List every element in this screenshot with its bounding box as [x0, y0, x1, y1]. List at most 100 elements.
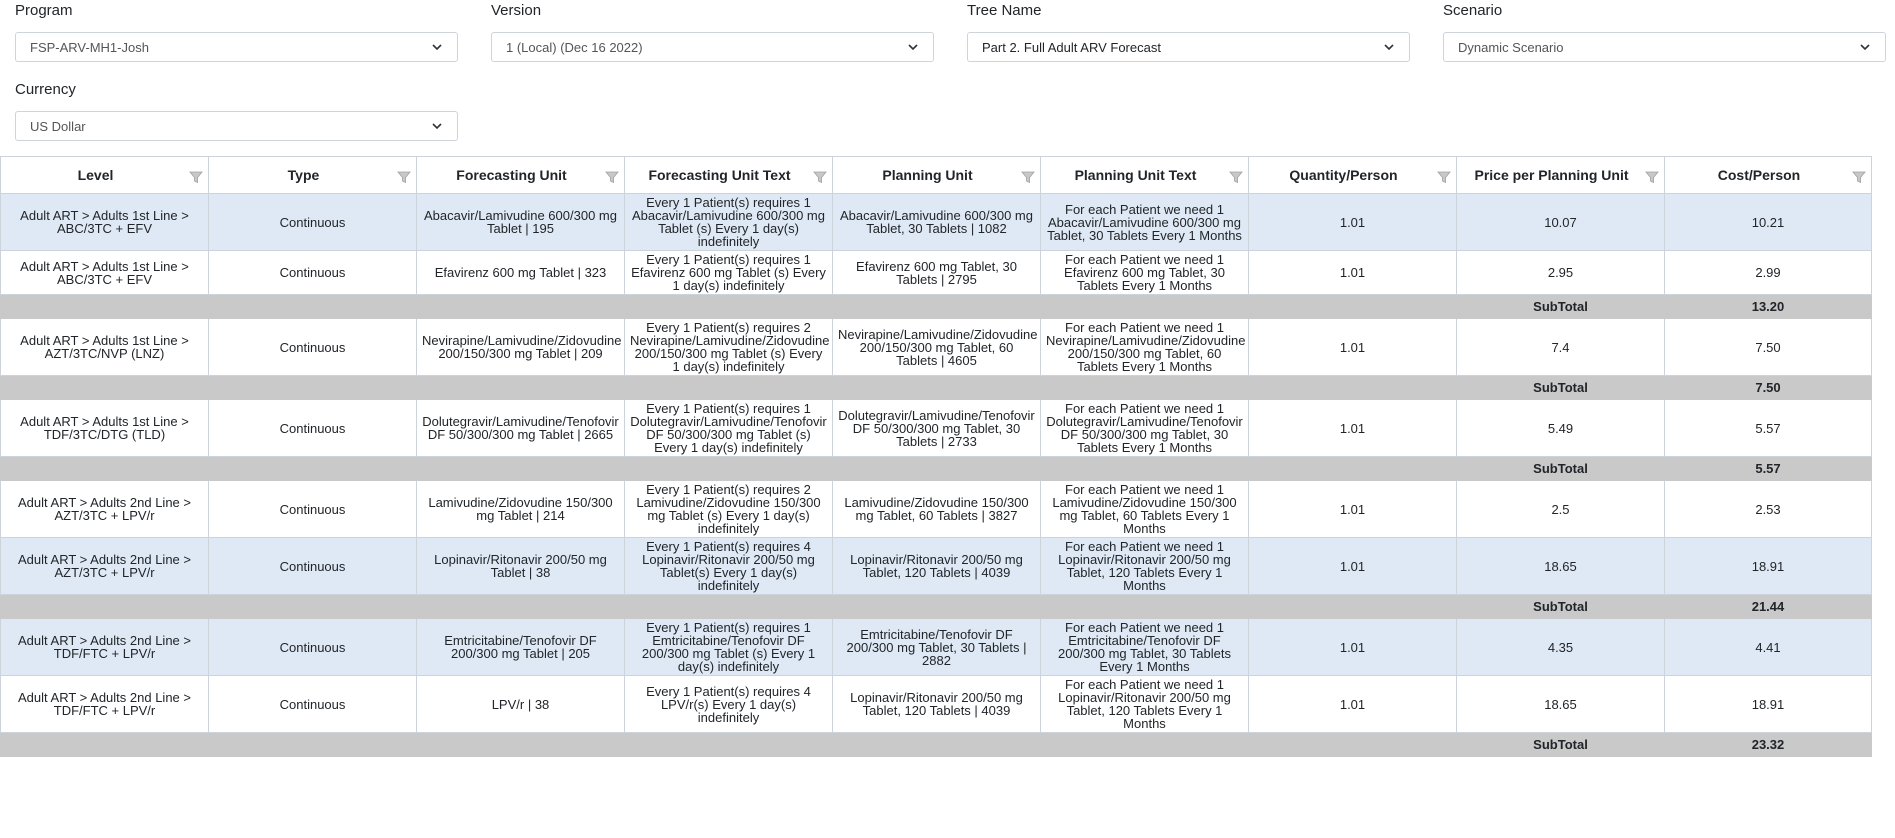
- tree-select[interactable]: Part 2. Full Adult ARV Forecast: [967, 32, 1410, 62]
- planning-unit-cell: Abacavir/Lamivudine 600/300 mg Tablet, 3…: [832, 193, 1041, 251]
- subtotal-value: 23.32: [1664, 732, 1872, 757]
- forecasting-unit-cell: Nevirapine/Lamivudine/Zidovudine 200/150…: [416, 318, 625, 376]
- subtotal-empty-cell: [1040, 594, 1249, 619]
- column-header-type[interactable]: Type: [208, 156, 417, 194]
- filter-icon[interactable]: [1852, 170, 1866, 184]
- column-header-level[interactable]: Level: [0, 156, 209, 194]
- level-cell: Adult ART > Adults 2nd Line > TDF/FTC + …: [0, 675, 209, 733]
- forecasting-unit-cell: Emtricitabine/Tenofovir DF 200/300 mg Ta…: [416, 618, 625, 676]
- subtotal-empty-cell: [416, 456, 625, 481]
- table-row: Adult ART > Adults 2nd Line > TDF/FTC + …: [0, 618, 1872, 676]
- column-header-forecasting-unit-text[interactable]: Forecasting Unit Text: [624, 156, 833, 194]
- quantity-cell: 1.01: [1248, 480, 1457, 538]
- chevron-down-icon: [431, 41, 443, 53]
- tree-value: Part 2. Full Adult ARV Forecast: [982, 39, 1161, 55]
- subtotal-label: SubTotal: [1456, 294, 1665, 319]
- column-header-planning-unit[interactable]: Planning Unit: [832, 156, 1041, 194]
- subtotal-empty-cell: [624, 456, 833, 481]
- cost-cell: 18.91: [1664, 675, 1872, 733]
- table-header-row: Level Type Forecasting Unit Forecasting Uni…: [0, 156, 1872, 194]
- filter-icon[interactable]: [1437, 170, 1451, 184]
- planning-unit-cell: Dolutegravir/Lamivudine/Tenofovir DF 50/…: [832, 399, 1041, 457]
- forecasting-unit-text-cell: Every 1 Patient(s) requires 1 Emtricitab…: [624, 618, 833, 676]
- filter-icon[interactable]: [605, 170, 619, 184]
- column-header-label: Planning Unit Text: [1074, 167, 1197, 183]
- filter-icon[interactable]: [1645, 170, 1659, 184]
- scenario-value: Dynamic Scenario: [1458, 39, 1564, 55]
- scenario-select[interactable]: Dynamic Scenario: [1443, 32, 1886, 62]
- subtotal-row: SubTotal 13.20: [0, 294, 1872, 319]
- quantity-cell: 1.01: [1248, 399, 1457, 457]
- tree-label: Tree Name: [967, 2, 1042, 19]
- planning-unit-text-cell: For each Patient we need 1 Lamivudine/Zi…: [1040, 480, 1249, 538]
- subtotal-empty-cell: [1248, 732, 1457, 757]
- planning-unit-cell: Lopinavir/Ritonavir 200/50 mg Tablet, 12…: [832, 675, 1041, 733]
- column-header-price-per-planning-unit[interactable]: Price per Planning Unit: [1456, 156, 1665, 194]
- subtotal-empty-cell: [0, 456, 209, 481]
- subtotal-empty-cell: [1248, 294, 1457, 319]
- subtotal-empty-cell: [1248, 594, 1457, 619]
- column-header-cost-person[interactable]: Cost/Person: [1664, 156, 1872, 194]
- scenario-label: Scenario: [1443, 2, 1503, 19]
- price-cell: 18.65: [1456, 537, 1665, 595]
- cost-cell: 2.53: [1664, 480, 1872, 538]
- filter-icon[interactable]: [1229, 170, 1243, 184]
- column-header-label: Price per Planning Unit: [1474, 167, 1629, 183]
- subtotal-empty-cell: [624, 375, 833, 400]
- subtotal-value: 21.44: [1664, 594, 1872, 619]
- subtotal-empty-cell: [0, 375, 209, 400]
- price-cell: 18.65: [1456, 675, 1665, 733]
- subtotal-empty-cell: [416, 732, 625, 757]
- subtotal-row: SubTotal 7.50: [0, 375, 1872, 400]
- table-row: Adult ART > Adults 1st Line > TDF/3TC/DT…: [0, 399, 1872, 457]
- version-select[interactable]: 1 (Local) (Dec 16 2022): [491, 32, 934, 62]
- program-select[interactable]: FSP-ARV-MH1-Josh: [15, 32, 458, 62]
- subtotal-empty-cell: [624, 594, 833, 619]
- forecasting-unit-cell: Lamivudine/Zidovudine 150/300 mg Tablet …: [416, 480, 625, 538]
- tree-field: Tree Name Part 2. Full Adult ARV Forecas…: [967, 2, 1410, 62]
- subtotal-empty-cell: [1040, 294, 1249, 319]
- subtotal-row: SubTotal 23.32: [0, 732, 1872, 757]
- version-value: 1 (Local) (Dec 16 2022): [506, 39, 643, 55]
- type-cell: Continuous: [208, 318, 417, 376]
- type-cell: Continuous: [208, 193, 417, 251]
- level-cell: Adult ART > Adults 1st Line > AZT/3TC/NV…: [0, 318, 209, 376]
- subtotal-label: SubTotal: [1456, 375, 1665, 400]
- forecasting-unit-text-cell: Every 1 Patient(s) requires 1 Abacavir/L…: [624, 193, 833, 251]
- column-header-planning-unit-text[interactable]: Planning Unit Text: [1040, 156, 1249, 194]
- currency-select[interactable]: US Dollar: [15, 111, 458, 141]
- subtotal-empty-cell: [1248, 375, 1457, 400]
- filter-icon[interactable]: [397, 170, 411, 184]
- level-cell: Adult ART > Adults 2nd Line > AZT/3TC + …: [0, 537, 209, 595]
- planning-unit-cell: Efavirenz 600 mg Tablet, 30 Tablets | 27…: [832, 250, 1041, 295]
- subtotal-empty-cell: [0, 294, 209, 319]
- level-cell: Adult ART > Adults 1st Line > ABC/3TC + …: [0, 250, 209, 295]
- column-header-forecasting-unit[interactable]: Forecasting Unit: [416, 156, 625, 194]
- filter-icon[interactable]: [813, 170, 827, 184]
- planning-unit-text-cell: For each Patient we need 1 Efavirenz 600…: [1040, 250, 1249, 295]
- subtotal-empty-cell: [416, 594, 625, 619]
- column-header-quantity-person[interactable]: Quantity/Person: [1248, 156, 1457, 194]
- currency-label: Currency: [15, 81, 76, 98]
- filter-icon[interactable]: [189, 170, 203, 184]
- subtotal-empty-cell: [624, 294, 833, 319]
- filter-icon[interactable]: [1021, 170, 1035, 184]
- quantity-cell: 1.01: [1248, 250, 1457, 295]
- cost-table: Level Type Forecasting Unit Forecasting Uni…: [0, 156, 1872, 757]
- program-label: Program: [15, 2, 73, 19]
- subtotal-empty-cell: [1040, 375, 1249, 400]
- subtotal-empty-cell: [416, 375, 625, 400]
- price-cell: 2.5: [1456, 480, 1665, 538]
- planning-unit-text-cell: For each Patient we need 1 Abacavir/Lami…: [1040, 193, 1249, 251]
- forecasting-unit-text-cell: Every 1 Patient(s) requires 1 Dolutegrav…: [624, 399, 833, 457]
- column-header-label: Level: [77, 167, 114, 183]
- program-value: FSP-ARV-MH1-Josh: [30, 39, 149, 55]
- cost-cell: 5.57: [1664, 399, 1872, 457]
- column-header-label: Type: [287, 167, 320, 183]
- planning-unit-cell: Nevirapine/Lamivudine/Zidovudine 200/150…: [832, 318, 1041, 376]
- subtotal-empty-cell: [208, 732, 417, 757]
- planning-unit-cell: Emtricitabine/Tenofovir DF 200/300 mg Ta…: [832, 618, 1041, 676]
- price-cell: 2.95: [1456, 250, 1665, 295]
- type-cell: Continuous: [208, 399, 417, 457]
- type-cell: Continuous: [208, 675, 417, 733]
